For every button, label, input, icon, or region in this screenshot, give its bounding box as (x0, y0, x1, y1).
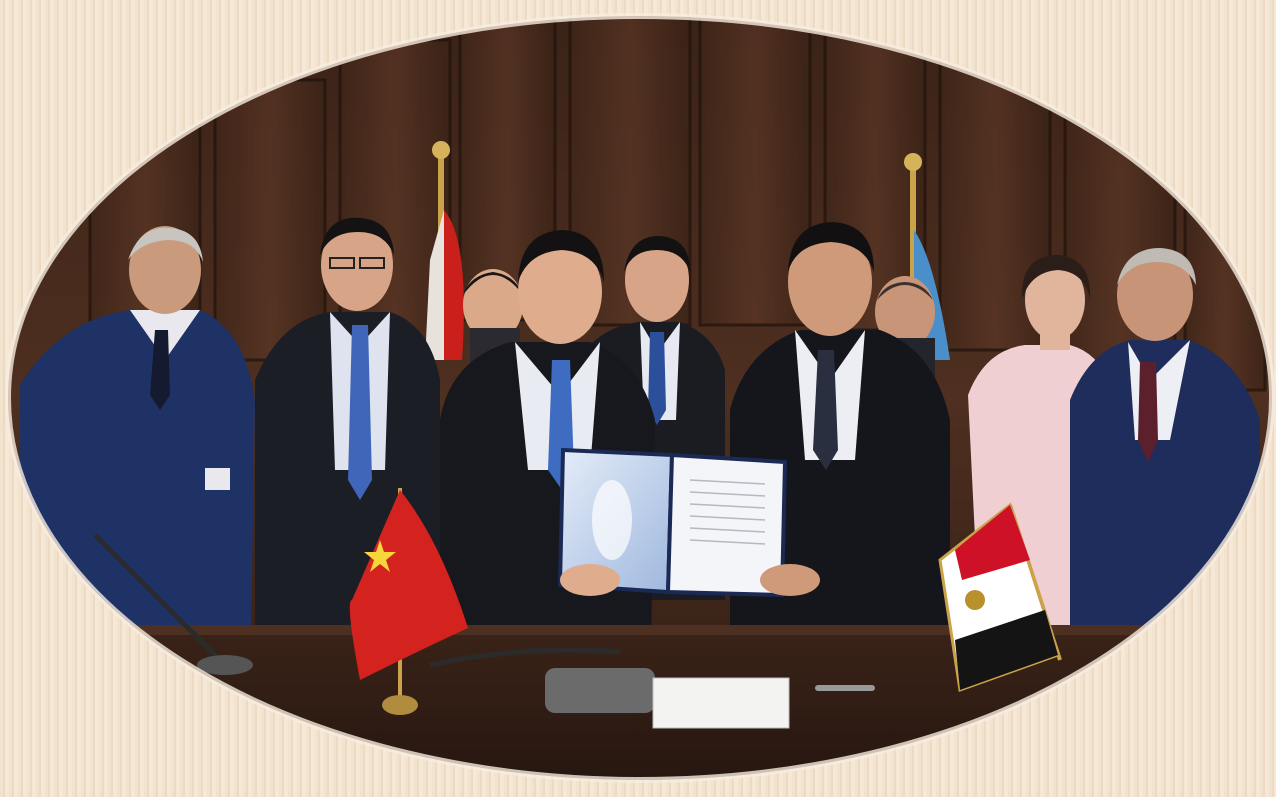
signing-desk (8, 630, 1272, 780)
nameplate (652, 677, 790, 729)
microphone-center (429, 647, 655, 713)
standing-flag-red (425, 141, 464, 360)
pen (815, 685, 875, 691)
person-signer-left (440, 230, 655, 700)
person-signer-right (730, 222, 950, 700)
signed-agreement-document (557, 447, 820, 598)
oval-frame (5, 13, 1275, 783)
microphone-left (93, 533, 253, 675)
egypt-desk-flag (938, 502, 1062, 693)
china-desk-flag (349, 488, 468, 715)
